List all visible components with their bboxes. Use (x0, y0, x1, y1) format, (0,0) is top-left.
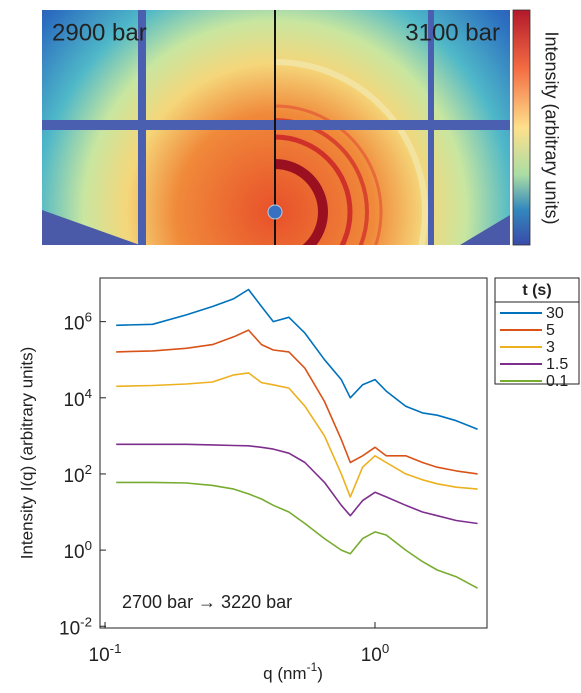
colorbar (512, 9, 531, 246)
right-label: 3100 bar (405, 19, 500, 46)
legend-label: 1.5 (546, 356, 568, 373)
y-tick-label: 104 (63, 385, 92, 411)
plot-frame (99, 277, 488, 629)
legend-label: 30 (546, 305, 564, 322)
x-axis-label: q (nm-1) (263, 660, 323, 683)
colorbar-label: Intensity (arbitrary units) (541, 31, 561, 224)
data-line (116, 329, 478, 475)
data-line (116, 288, 478, 430)
data-line (116, 443, 478, 525)
legend-title: t (s) (522, 282, 551, 299)
legend-label: 5 (546, 322, 555, 339)
detector-image (42, 10, 510, 245)
annotation-box (112, 578, 362, 626)
legend-label: 0.1 (546, 373, 568, 390)
y-tick-label: 102 (63, 461, 92, 487)
x-tick-label: 100 (361, 641, 390, 667)
legend-label: 3 (546, 339, 555, 356)
y-tick-label: 100 (63, 538, 92, 564)
y-tick-label: 106 (63, 309, 92, 335)
left-label: 2900 bar (52, 19, 147, 46)
data-line (116, 372, 478, 498)
y-axis-label: Intensity I(q) (arbitrary units) (17, 347, 36, 560)
y-tick-label: 10-2 (59, 614, 92, 640)
x-tick-label: 10-1 (89, 641, 122, 667)
data-line (116, 481, 478, 589)
annotation: 2700 bar → 3220 bar (122, 592, 292, 612)
